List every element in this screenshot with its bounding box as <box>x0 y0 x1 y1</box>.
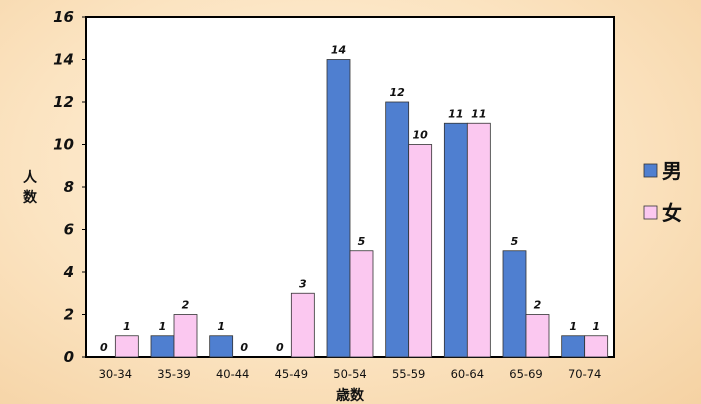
bar-male-55-59 <box>385 101 410 358</box>
axis-title-group: 歳数 <box>336 387 365 404</box>
bar-female-45-49 <box>290 292 315 358</box>
data-label-male-55-59: 12 <box>390 86 406 99</box>
legend-label-male: 男 <box>662 159 682 183</box>
bar-group <box>114 59 609 358</box>
data-label-female-35-39: 2 <box>182 299 190 312</box>
x-tick-label-70-74: 70-74 <box>568 367 601 381</box>
data-label-female-65-69: 2 <box>534 299 542 312</box>
bar-female-65-69 <box>525 314 550 358</box>
data-label-male-60-64: 11 <box>448 107 463 120</box>
y-tick-group: 0 2 4 6 8 10 12 14 16 <box>53 8 86 366</box>
x-axis-label: 歳数 <box>336 387 365 404</box>
x-tick-group: 30-34 35-39 40-44 45-49 50-54 55-59 60-64 65-69… <box>99 367 602 381</box>
data-label-female-55-59: 10 <box>413 129 429 142</box>
bar-female-50-54 <box>349 250 374 358</box>
legend: 男女 <box>643 159 682 225</box>
bar-male-70-74 <box>561 335 586 358</box>
bar-male-60-64 <box>443 122 468 358</box>
y-tick-label-0: 0 <box>64 348 74 366</box>
data-label-female-50-54: 5 <box>358 235 366 248</box>
data-label-male-45-49: 0 <box>276 341 284 354</box>
bar-female-55-59 <box>408 144 433 358</box>
y-tick-label-8: 8 <box>64 178 74 196</box>
data-label-male-30-34: 0 <box>100 341 108 354</box>
x-tick-label-55-59: 55-59 <box>392 367 425 381</box>
legend-label-female: 女 <box>662 201 682 225</box>
data-label-male-40-44: 1 <box>217 320 225 333</box>
bar-female-70-74 <box>584 335 609 358</box>
bar-male-65-69 <box>502 250 527 358</box>
x-tick-label-35-39: 35-39 <box>157 367 190 381</box>
y-axis-label-char-1: 人 <box>23 169 38 186</box>
data-label-female-40-44: 0 <box>240 341 248 354</box>
data-label-male-70-74: 1 <box>569 320 577 333</box>
y-tick-label-4: 4 <box>63 263 74 281</box>
bar-female-35-39 <box>173 314 198 358</box>
data-label-female-60-64: 11 <box>471 107 486 120</box>
bar-male-50-54 <box>326 59 351 358</box>
y-tick-label-6: 6 <box>64 221 74 239</box>
data-label-female-70-74: 1 <box>592 320 600 333</box>
x-tick-label-65-69: 65-69 <box>509 367 542 381</box>
x-tick-label-60-64: 60-64 <box>451 367 484 381</box>
y-tick-label-14: 14 <box>53 51 74 69</box>
x-tick-label-45-49: 45-49 <box>275 367 308 381</box>
data-label-male-35-39: 1 <box>159 320 167 333</box>
y-axis-label: 人数 <box>23 169 38 206</box>
bar-male-40-44 <box>209 335 234 358</box>
y-tick-label-2: 2 <box>64 306 74 324</box>
legend-swatch-male <box>643 163 658 178</box>
x-tick-label-30-34: 30-34 <box>99 367 132 381</box>
y-axis-label-char-2: 数 <box>23 189 38 206</box>
data-label-female-30-34: 1 <box>123 320 131 333</box>
y-tick-label-10: 10 <box>53 136 74 154</box>
x-tick-label-50-54: 50-54 <box>333 367 366 381</box>
data-label-male-65-69: 5 <box>511 235 519 248</box>
data-label-male-50-54: 14 <box>331 44 346 57</box>
y-tick-label-16: 16 <box>53 8 74 26</box>
y-tick-label-12: 12 <box>53 93 74 111</box>
bar-female-30-34 <box>114 335 139 358</box>
x-tick-label-40-44: 40-44 <box>216 367 249 381</box>
data-label-female-45-49: 3 <box>299 277 307 290</box>
legend-swatch-female <box>643 205 658 220</box>
bar-female-60-64 <box>466 122 491 358</box>
bar-male-35-39 <box>150 335 175 358</box>
